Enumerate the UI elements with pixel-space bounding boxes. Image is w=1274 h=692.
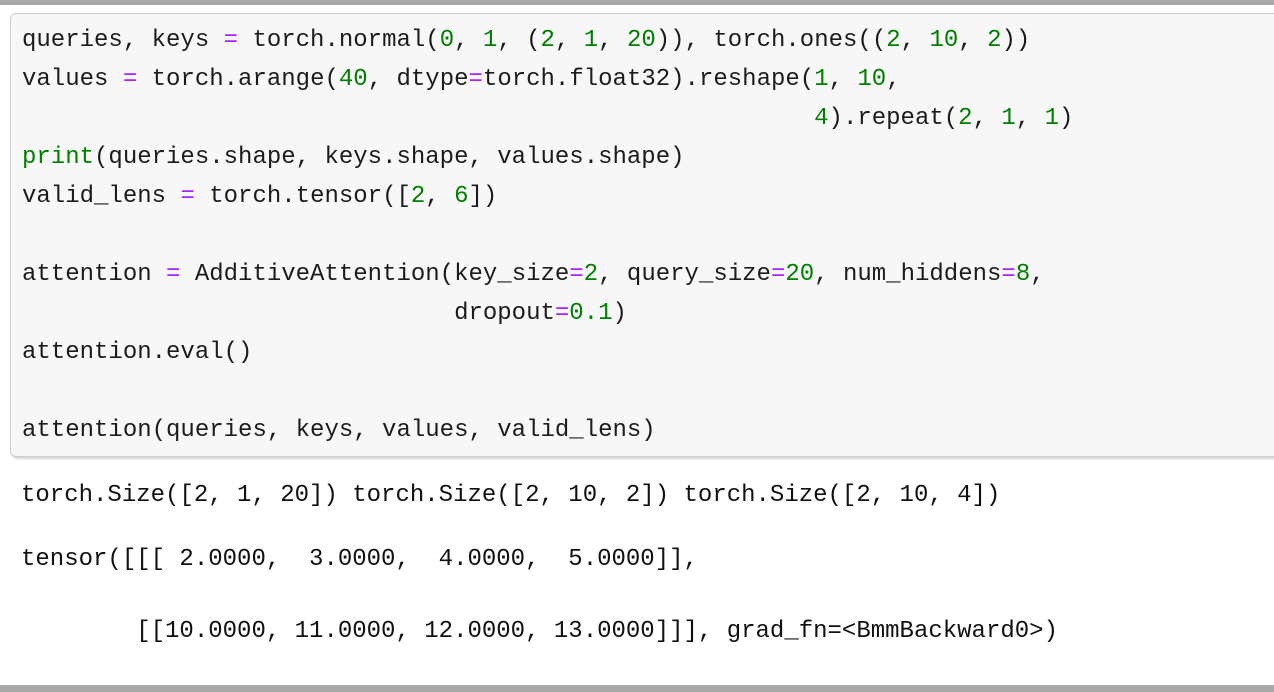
result-output: tensor([[[ 2.0000, 3.0000, 4.0000, 5.000…: [21, 546, 1058, 645]
stream-output: torch.Size([2, 1, 20]) torch.Size([2, 10…: [21, 482, 1001, 509]
bottom-border: [0, 685, 1274, 692]
top-border: [0, 0, 1274, 5]
output-area: torch.Size([2, 1, 20]) torch.Size([2, 10…: [0, 460, 1274, 650]
code-cell: queries, keys = torch.normal(0, 1, (2, 1…: [10, 13, 1274, 457]
code-content: queries, keys = torch.normal(0, 1, (2, 1…: [22, 27, 1074, 444]
